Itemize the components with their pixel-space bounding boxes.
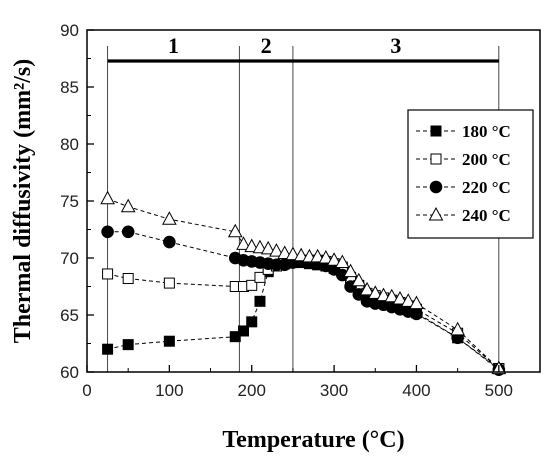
data-point <box>334 254 350 269</box>
data-point <box>121 225 135 239</box>
data-point <box>246 279 258 291</box>
data-point <box>384 288 400 303</box>
y-axis-title: Thermal diffusivity (mm²/s) <box>10 59 36 344</box>
data-point <box>254 295 266 307</box>
y-tick-label: 65 <box>60 306 79 325</box>
y-tick-label: 70 <box>60 249 79 268</box>
data-point <box>277 245 293 259</box>
x-axis-title: Temperature (°C) <box>222 427 404 453</box>
region-label: 2 <box>261 33 272 58</box>
x-tick-label: 300 <box>320 381 348 400</box>
data-point <box>260 240 276 255</box>
data-point <box>318 249 334 264</box>
series-1 <box>102 257 505 375</box>
region-label: 1 <box>168 33 179 58</box>
data-point <box>326 252 342 266</box>
legend: 180 °C 200 °C 220 °C 240 °C <box>407 109 534 239</box>
data-point <box>163 335 175 347</box>
data-point <box>343 263 358 278</box>
data-point <box>122 339 134 351</box>
legend-label: 240 °C <box>462 206 511 225</box>
x-tick-label: 400 <box>402 381 430 400</box>
data-point <box>101 225 114 239</box>
data-point <box>430 153 442 165</box>
y-tick-label: 90 <box>60 21 79 40</box>
data-point <box>254 271 266 283</box>
region-layer: 1 2 3 <box>107 33 500 372</box>
data-point <box>310 248 325 263</box>
data-point <box>450 321 465 336</box>
data-point <box>293 247 309 262</box>
data-point <box>163 277 175 289</box>
data-point <box>351 272 367 287</box>
data-point <box>409 295 424 310</box>
legend-box <box>407 109 534 239</box>
legend-item: 240 °C <box>416 206 511 225</box>
data-point <box>120 198 136 213</box>
data-point <box>227 223 243 238</box>
data-point <box>246 316 258 328</box>
series-layer <box>100 190 507 377</box>
data-point <box>244 238 260 253</box>
data-point <box>102 343 114 355</box>
data-point <box>359 281 375 296</box>
y-tick-label: 75 <box>60 192 79 211</box>
x-tick-label: 500 <box>485 381 513 400</box>
series-4 <box>100 190 507 375</box>
y-tick-label: 60 <box>60 363 79 382</box>
data-point <box>100 190 115 205</box>
legend-label: 200 °C <box>462 150 511 169</box>
data-point <box>367 285 383 299</box>
legend-item: 180 °C <box>416 122 511 141</box>
y-tick-label: 80 <box>60 135 79 154</box>
x-tick-label: 200 <box>238 381 266 400</box>
region-label: 3 <box>390 33 401 58</box>
legend-item: 200 °C <box>416 150 511 169</box>
x-tick-label: 100 <box>155 381 183 400</box>
legend-label: 220 °C <box>462 178 511 197</box>
legend-item: 220 °C <box>416 178 511 197</box>
data-point <box>285 246 301 261</box>
data-point <box>430 125 442 137</box>
data-point <box>252 239 268 254</box>
data-point <box>122 273 134 285</box>
data-point <box>236 236 251 250</box>
data-point <box>429 180 443 194</box>
legend-label: 180 °C <box>462 122 511 141</box>
data-point <box>392 290 408 305</box>
axes-layer: 0 100 200 300 400 500 60 65 70 75 80 85 90 <box>60 21 513 400</box>
x-tick-label: 0 <box>82 381 91 400</box>
data-point <box>376 287 391 302</box>
series-3 <box>101 225 506 377</box>
data-point <box>229 331 241 343</box>
data-point <box>269 243 284 257</box>
series-line <box>107 259 500 369</box>
data-point <box>410 307 423 321</box>
y-tick-label: 85 <box>60 78 79 97</box>
data-point <box>400 293 416 307</box>
series-2 <box>102 254 505 375</box>
data-point <box>102 268 114 280</box>
data-point <box>162 211 177 225</box>
data-point <box>428 206 444 221</box>
data-point <box>163 235 176 249</box>
data-point <box>237 325 249 337</box>
